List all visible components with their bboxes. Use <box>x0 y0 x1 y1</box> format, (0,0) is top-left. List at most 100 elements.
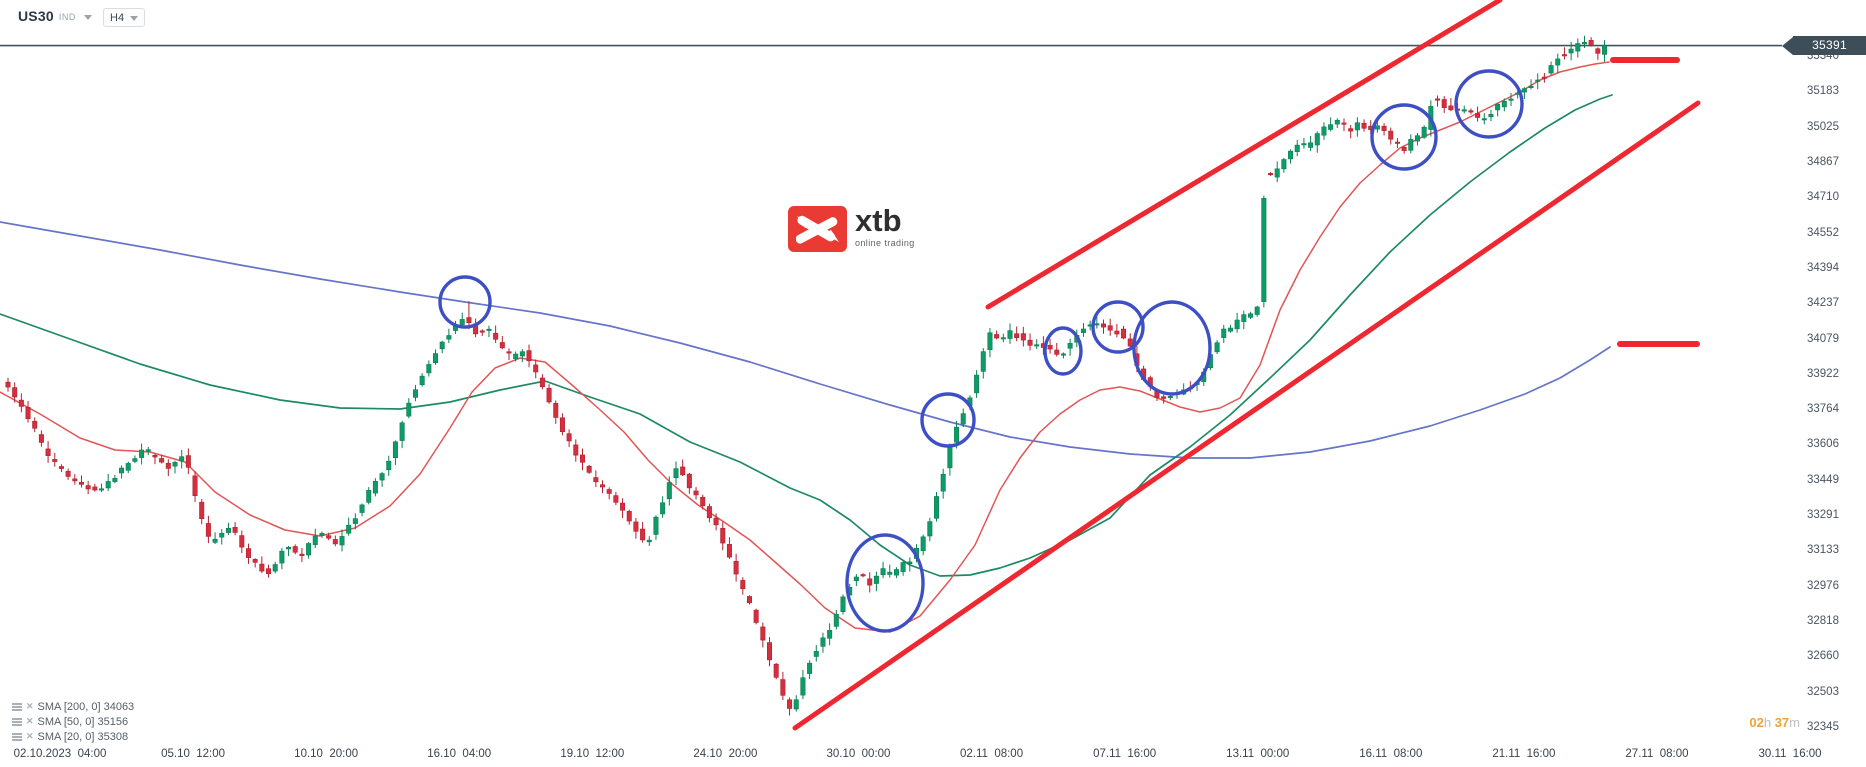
indicator-settings-icon[interactable] <box>12 702 22 711</box>
bullish-candle <box>1214 342 1220 353</box>
annotation-circle-7[interactable] <box>1370 103 1438 171</box>
bearish-candle <box>5 381 11 388</box>
bearish-candle <box>626 511 632 522</box>
sma-20-line[interactable] <box>0 61 1610 633</box>
bullish-candle <box>1247 313 1253 318</box>
price-tick-label: 32976 <box>1807 579 1839 592</box>
annotation-circle-6[interactable] <box>1132 300 1212 396</box>
bearish-candle <box>32 420 38 429</box>
bearish-candle <box>633 521 639 532</box>
annotation-circle-8[interactable] <box>1454 69 1524 139</box>
bearish-candle <box>499 342 505 349</box>
bullish-candle <box>225 528 231 533</box>
bearish-candle <box>1107 325 1113 331</box>
bearish-candle <box>713 517 719 526</box>
indicator-remove-icon[interactable]: ✕ <box>26 731 34 741</box>
bullish-candle <box>646 539 652 543</box>
xtb-brand-text: xtb <box>855 203 902 238</box>
bullish-candle <box>1581 42 1587 45</box>
bullish-candle <box>954 426 960 443</box>
bullish-candle <box>446 335 452 340</box>
bearish-candle <box>1341 122 1347 125</box>
bullish-candle <box>1495 103 1501 111</box>
bullish-candle <box>1221 328 1227 338</box>
bearish-candle <box>767 642 773 661</box>
indicator-remove-icon[interactable]: ✕ <box>26 716 34 726</box>
annotation-circle-2[interactable] <box>845 533 925 633</box>
bullish-candle <box>312 535 318 545</box>
bullish-candle <box>439 341 445 350</box>
xtb-tagline: online trading <box>855 238 915 248</box>
bullish-candle <box>406 402 412 417</box>
bearish-candle <box>152 455 158 458</box>
bullish-candle <box>1321 126 1327 136</box>
trend-channel-upper-line[interactable] <box>985 0 1503 310</box>
bullish-candle <box>947 447 953 469</box>
bullish-candle <box>800 677 806 696</box>
price-tick-label: 33449 <box>1807 473 1839 486</box>
bearish-candle <box>733 561 739 575</box>
bullish-candle <box>513 353 519 359</box>
bullish-candle <box>486 328 492 331</box>
bullish-candle <box>833 613 839 627</box>
bullish-candle <box>1481 118 1487 121</box>
countdown-hours-unit: h <box>1763 715 1775 730</box>
bearish-candle <box>299 553 305 556</box>
bearish-candle <box>1127 338 1133 347</box>
bullish-candle <box>1354 122 1360 131</box>
bearish-candle <box>686 473 692 489</box>
bullish-candle <box>1528 85 1534 88</box>
sma-50-line[interactable] <box>0 94 1613 577</box>
bearish-candle <box>546 387 552 403</box>
bullish-candle <box>272 564 278 572</box>
annotation-circle-3[interactable] <box>920 392 976 448</box>
bearish-candle <box>1014 333 1020 338</box>
timeframe-selector[interactable]: H4 <box>103 8 145 27</box>
bullish-candle <box>519 351 525 357</box>
instrument-selector[interactable]: US30 IND <box>18 8 92 24</box>
bearish-candle <box>720 527 726 544</box>
price-tick-label: 32660 <box>1807 650 1839 663</box>
indicator-legend-label: SMA [20, 0] 35308 <box>37 730 129 743</box>
bearish-candle <box>245 548 251 558</box>
indicator-settings-icon[interactable] <box>12 732 22 741</box>
indicator-remove-icon[interactable]: ✕ <box>26 701 34 711</box>
bearish-candle <box>1475 113 1481 118</box>
bearish-candle <box>1441 99 1447 108</box>
countdown-minutes: 37 <box>1774 715 1790 730</box>
date-tick-label: 24.10 20:00 <box>693 748 758 760</box>
bearish-candle <box>740 580 746 590</box>
annotation-circle-1[interactable] <box>438 275 492 329</box>
bullish-candle <box>1314 133 1320 146</box>
bearish-candle <box>1114 330 1120 335</box>
bearish-candle <box>1161 396 1167 399</box>
bearish-candle <box>25 407 31 420</box>
bullish-candle <box>172 461 178 467</box>
candles-group <box>5 35 1608 716</box>
bullish-candle <box>379 473 385 481</box>
bearish-candle <box>232 527 238 533</box>
bearish-candle <box>1541 76 1547 79</box>
bearish-candle <box>1448 105 1454 111</box>
bullish-candle <box>1254 306 1260 315</box>
bullish-candle <box>112 478 118 482</box>
price-tick-label: 34710 <box>1807 191 1839 204</box>
bearish-candle <box>773 663 779 678</box>
sma-200-line[interactable] <box>0 221 1611 459</box>
price-tick-label: 34552 <box>1807 226 1839 239</box>
price-tick-label: 33606 <box>1807 438 1839 451</box>
bearish-candle <box>1268 173 1274 176</box>
price-tick-label: 34394 <box>1807 261 1839 274</box>
timeframe-value: H4 <box>110 11 125 24</box>
annotation-circle-4[interactable] <box>1043 326 1083 376</box>
bullish-candle <box>179 456 185 462</box>
bearish-candle <box>1101 323 1107 328</box>
indicator-settings-icon[interactable] <box>12 717 22 726</box>
bearish-candle <box>1054 349 1060 355</box>
bearish-candle <box>787 699 793 709</box>
bearish-candle <box>1394 141 1400 144</box>
bearish-candle <box>52 459 58 462</box>
annotation-circle-5[interactable] <box>1091 300 1145 354</box>
trend-channel-lower-line[interactable] <box>792 100 1701 731</box>
